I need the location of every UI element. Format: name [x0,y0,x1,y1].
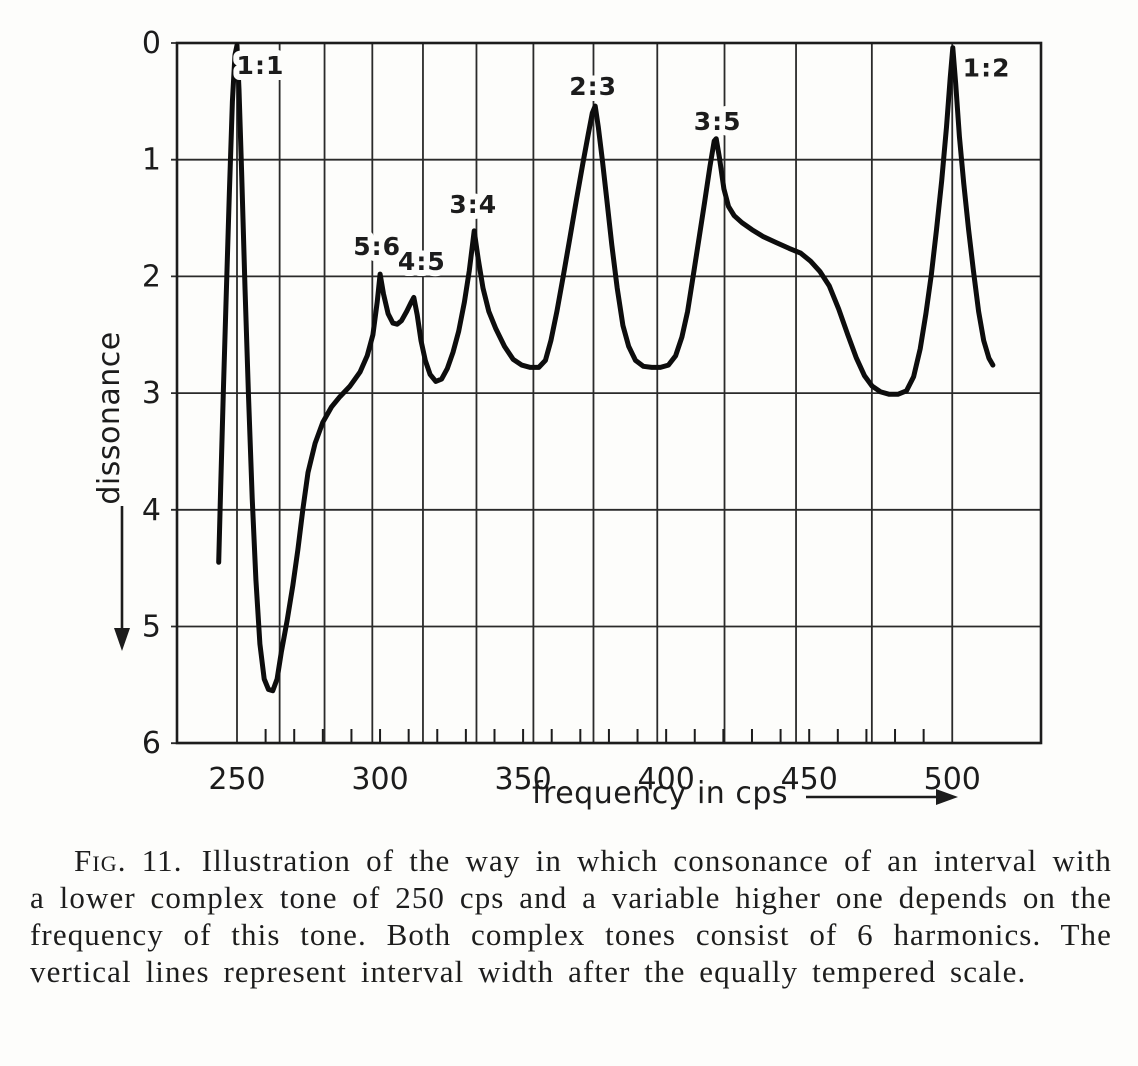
peak-label-2-3: 2:3 [569,72,617,101]
x-tick-label: 450 [781,762,838,797]
peak-label-5-6: 5:6 [353,232,401,261]
y-tick-label: 3 [142,376,161,411]
dissonance-curve [216,42,996,694]
figure-caption: Fig. 11. Illustration of the way in whic… [30,842,1112,990]
x-tick-label: 400 [638,762,695,797]
x-tick-label: 300 [351,762,408,797]
y-tick-label: 0 [142,26,161,61]
figure-caption-text: Illustration of the way in which consona… [30,843,1112,989]
y-axis-arrowhead-icon [114,628,130,651]
peak-label-3-5: 3:5 [694,107,742,136]
x-tick-label: 250 [208,762,265,797]
y-tick-label: 4 [142,493,161,528]
y-tick-label: 5 [142,610,161,645]
y-tick-label: 1 [142,143,161,178]
y-axis-title: dissonance [92,331,127,504]
x-axis-arrowhead-icon [936,789,958,805]
peak-label-1-2: 1:2 [963,54,1011,83]
x-tick-label: 500 [924,762,981,797]
y-tick-label: 2 [142,259,161,294]
figure-number: Fig. 11. [74,843,183,878]
dissonance-chart: 0 1 2 3 4 5 6 250 300 350 400 450 500 1:1 5:6 4:5 3:4 2:3… [92,26,1043,811]
peak-label-4-5: 4:5 [398,247,446,276]
y-tick-label: 6 [142,726,161,761]
peak-label-1-1: 1:1 [237,51,285,80]
dissonance-chart-svg: 0 1 2 3 4 5 6 250 300 350 400 450 500 1:1 5:64:53:4 2:3… [92,26,1043,811]
x-tick-label: 350 [494,762,551,797]
peak-label-3-4: 3:4 [449,190,497,219]
x-axis-title: frequency in cps [532,776,788,811]
